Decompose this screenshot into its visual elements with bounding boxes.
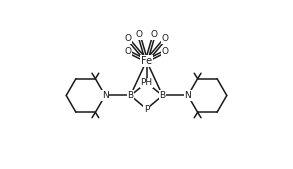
- Text: PH: PH: [140, 78, 153, 87]
- Text: B: B: [127, 91, 134, 100]
- Text: O: O: [125, 47, 131, 56]
- Text: Fe: Fe: [141, 56, 152, 66]
- Text: O: O: [162, 34, 168, 43]
- Text: O: O: [125, 34, 131, 43]
- Text: O: O: [135, 30, 142, 39]
- Text: O: O: [151, 30, 158, 39]
- Text: P: P: [144, 104, 149, 114]
- Text: N: N: [102, 91, 108, 100]
- Text: O: O: [162, 47, 168, 56]
- Text: N: N: [185, 91, 191, 100]
- Text: B: B: [159, 91, 166, 100]
